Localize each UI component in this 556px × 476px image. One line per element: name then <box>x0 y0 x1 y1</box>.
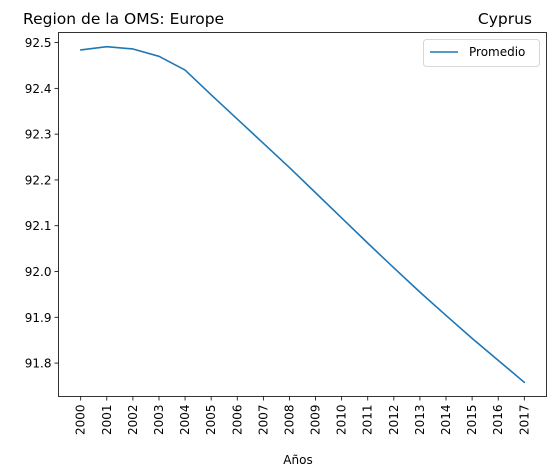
y-tick-label: 92.5 <box>25 36 52 50</box>
y-tick-label: 92.4 <box>25 82 52 96</box>
chart-title-right: Cyprus <box>478 10 532 28</box>
legend: Promedio <box>423 39 540 67</box>
x-tick-label: 2006 <box>230 405 244 436</box>
series-line-promedio <box>79 45 526 384</box>
x-tick-label: 2003 <box>152 405 166 436</box>
x-tick-label: 2012 <box>387 405 401 436</box>
legend-label-promedio: Promedio <box>469 45 525 59</box>
plot-frame <box>58 32 547 397</box>
series-layer <box>79 45 526 384</box>
x-tick-label: 2017 <box>517 405 531 436</box>
x-tick-label: 2002 <box>126 405 140 436</box>
x-tick-label: 2001 <box>100 405 114 436</box>
y-tick-label: 92.0 <box>25 265 52 279</box>
y-tick-label: 92.3 <box>25 128 52 142</box>
x-tick-label: 2007 <box>256 405 270 436</box>
y-tick-label: 91.9 <box>25 311 52 325</box>
y-axis-ticks: 91.8 91.9 92.0 92.1 92.2 92.3 92.4 92.5 <box>25 36 59 371</box>
x-tick-label: 2013 <box>413 405 427 436</box>
x-tick-label: 2004 <box>178 405 192 436</box>
x-tick-label: 2014 <box>439 405 453 436</box>
x-axis-ticks: 2000 2001 2002 2003 2004 2005 2006 2007 2008 2009… <box>74 396 531 436</box>
x-tick-label: 2000 <box>74 405 88 436</box>
legend-box <box>423 39 540 67</box>
x-tick-label: 2016 <box>491 405 505 436</box>
x-tick-label: 2011 <box>361 405 375 436</box>
x-tick-label: 2005 <box>204 405 218 436</box>
y-tick-label: 91.8 <box>25 357 52 371</box>
x-tick-label: 2010 <box>335 405 349 436</box>
x-tick-label: 2015 <box>465 405 479 436</box>
x-tick-label: 2008 <box>282 405 296 436</box>
y-tick-label: 92.2 <box>25 173 52 187</box>
y-tick-label: 92.1 <box>25 219 52 233</box>
chart-title-left: Region de la OMS: Europe <box>23 10 224 28</box>
x-axis-label: Años <box>283 453 312 467</box>
x-tick-label: 2009 <box>309 405 323 436</box>
